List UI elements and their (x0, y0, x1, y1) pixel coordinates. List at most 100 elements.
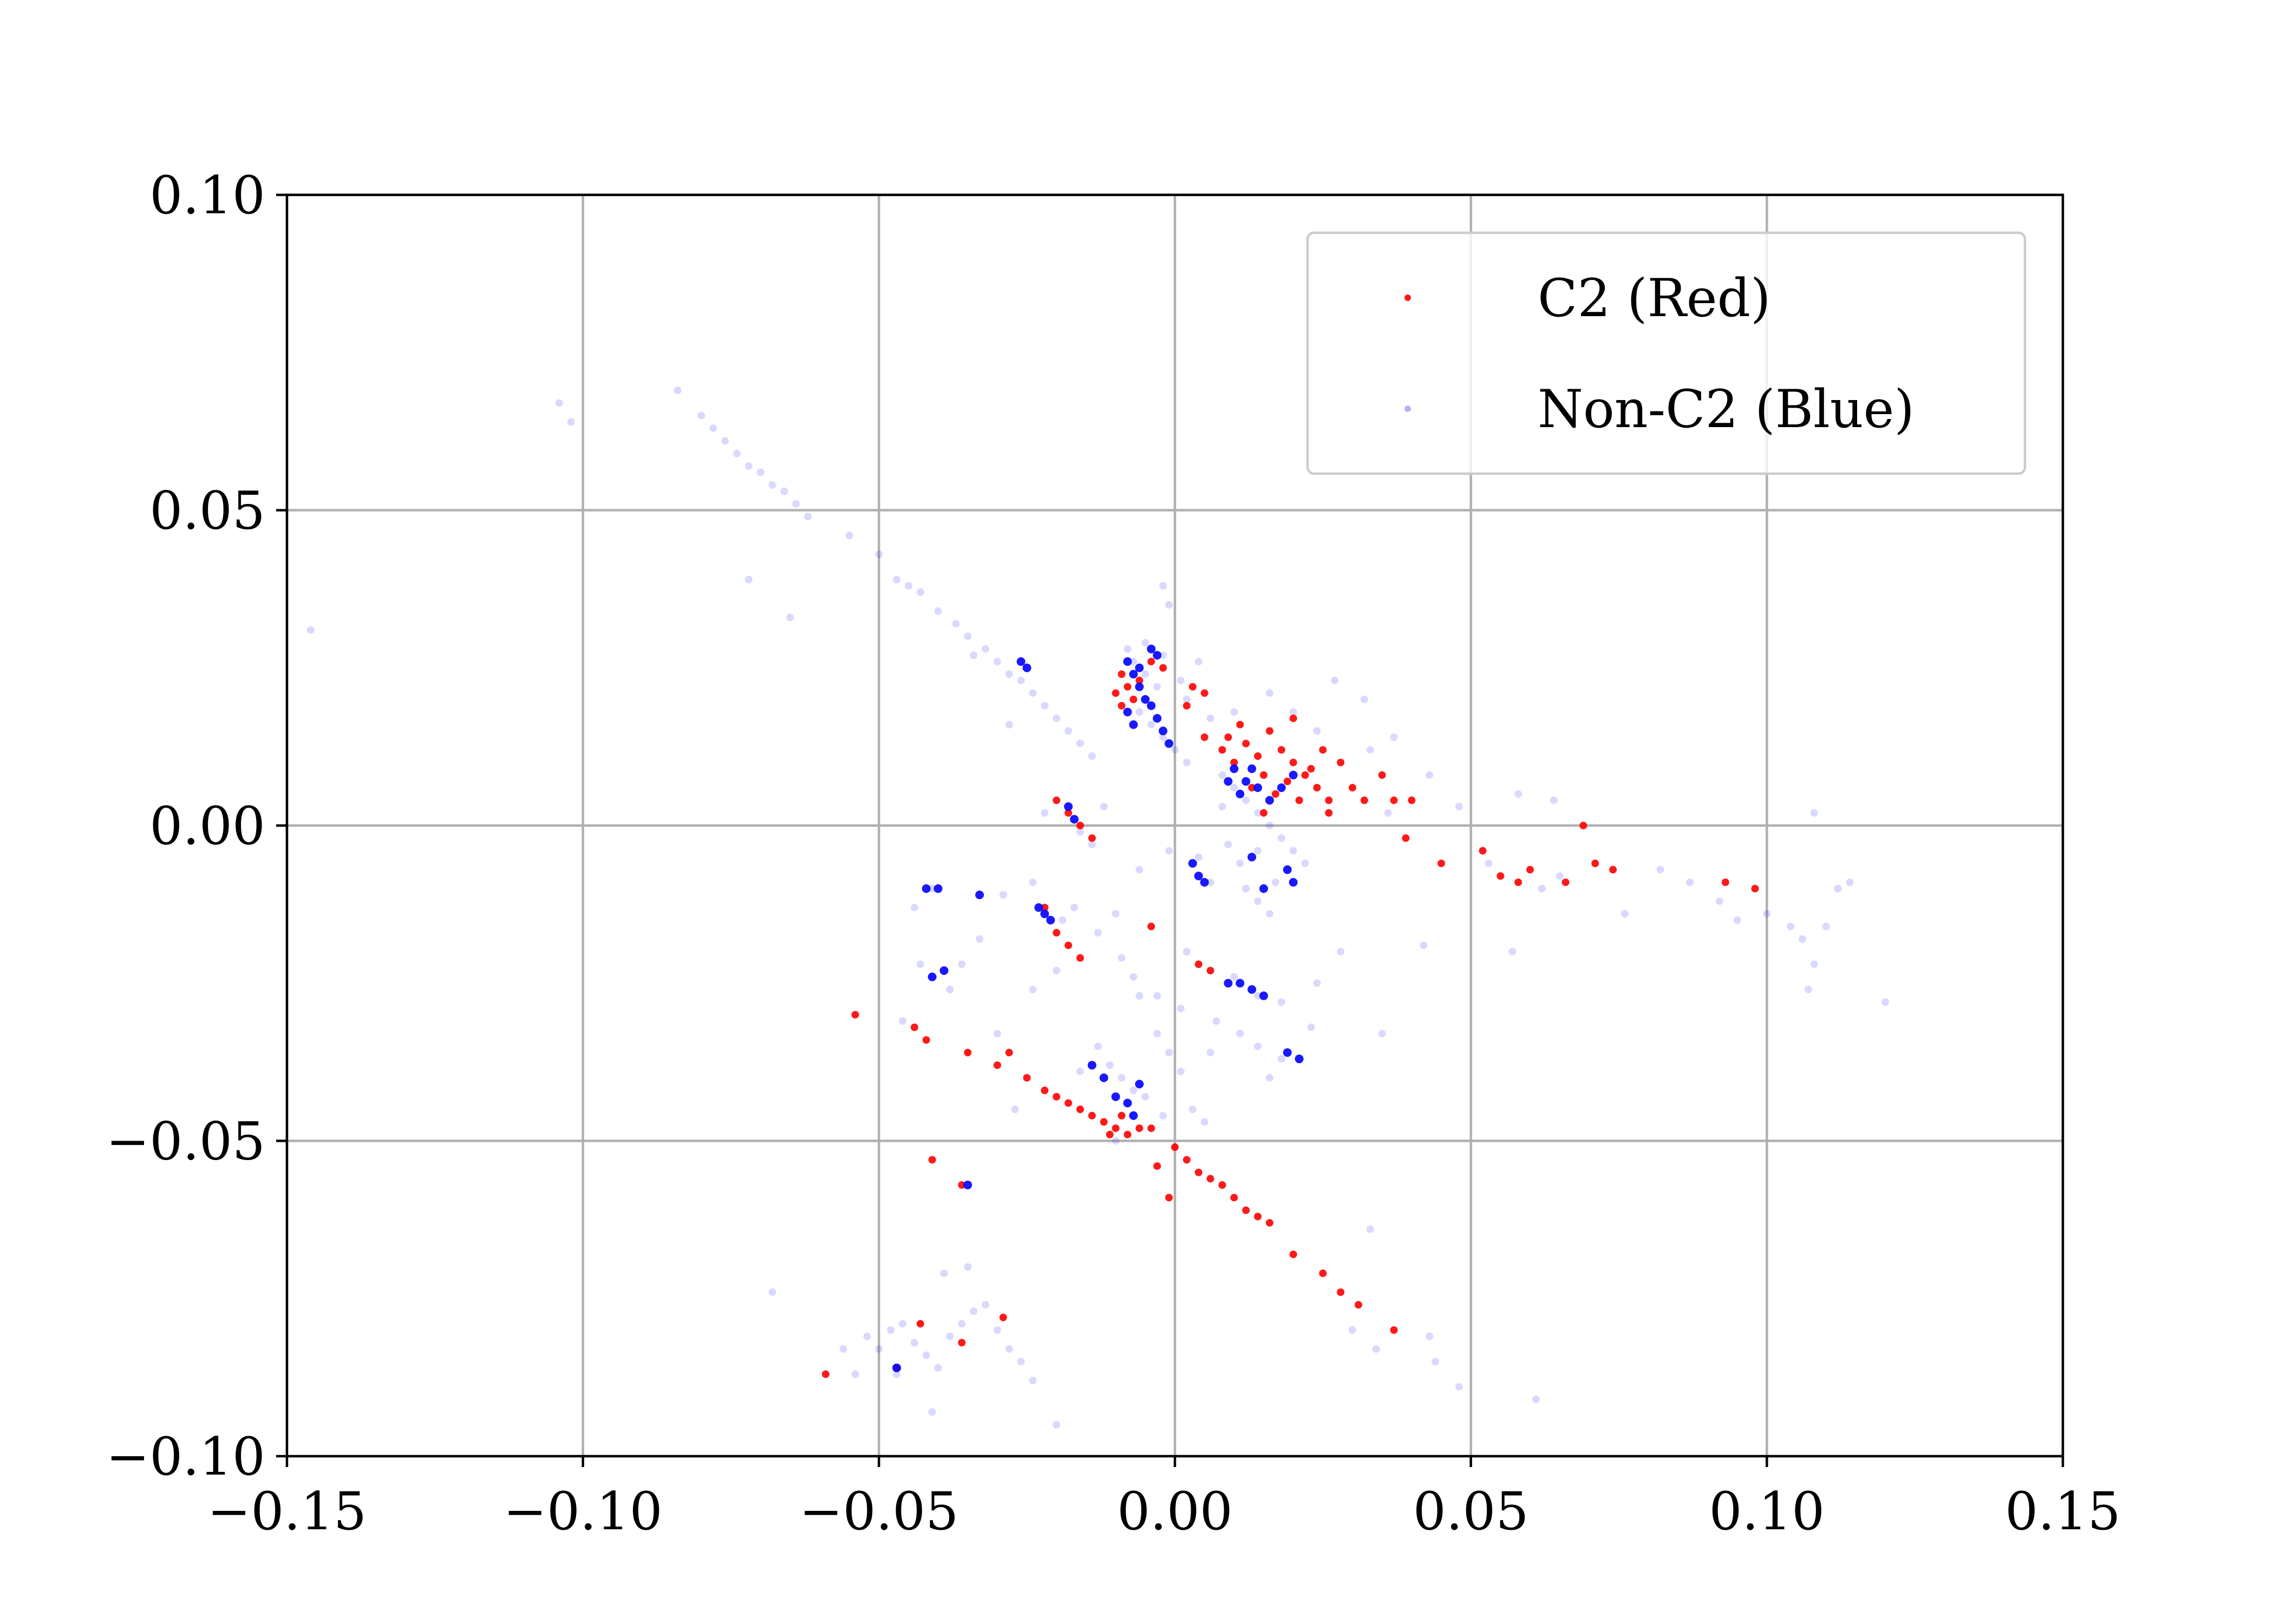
non-c2-point (1349, 1326, 1356, 1334)
non-c2-point (1253, 783, 1263, 793)
non-c2-point (975, 890, 984, 900)
non-c2-point (922, 884, 931, 893)
non-c2-point (1177, 1004, 1185, 1012)
non-c2-point (1141, 695, 1150, 704)
non-c2-point (982, 645, 990, 653)
non-c2-point (1283, 1048, 1292, 1057)
non-c2-point (1182, 758, 1191, 767)
non-c2-point (1188, 1105, 1197, 1114)
c2-point (1325, 809, 1333, 817)
non-c2-point (1053, 1420, 1061, 1429)
non-c2-point (1106, 1061, 1114, 1069)
non-c2-point (940, 1269, 948, 1278)
non-c2-point (1384, 809, 1392, 817)
y-tick-label: 0.05 (149, 481, 265, 541)
non-c2-point (934, 1364, 942, 1372)
non-c2-point (958, 960, 966, 968)
c2-point (1349, 784, 1356, 792)
c2-point (1053, 929, 1061, 937)
non-c2-point (1686, 878, 1694, 886)
non-c2-point (756, 468, 764, 476)
non-c2-point (1070, 903, 1079, 912)
c2-point (1337, 758, 1345, 767)
c2-point (1319, 746, 1327, 754)
non-c2-point (1064, 727, 1073, 735)
non-c2-point (1022, 663, 1031, 672)
non-c2-point (1241, 777, 1251, 786)
c2-point (958, 1181, 966, 1189)
c2-point (1283, 777, 1291, 785)
c2-point (1112, 1124, 1120, 1132)
non-c2-point (1070, 815, 1079, 824)
non-c2-point (934, 607, 942, 615)
c2-point (1188, 683, 1197, 691)
non-c2-point (1135, 992, 1143, 1000)
non-c2-point (1259, 884, 1268, 893)
legend-box (1306, 231, 2027, 475)
non-c2-point (1271, 878, 1279, 886)
non-c2-point (899, 1320, 907, 1328)
non-c2-point (1005, 670, 1013, 678)
non-c2-point (994, 658, 1001, 666)
c2-point (1319, 1269, 1327, 1278)
non-c2-point (1171, 746, 1179, 754)
non-c2-point (1182, 948, 1191, 955)
non-c2-point (1153, 651, 1162, 660)
c2-point (1118, 702, 1126, 710)
non-c2-point (1426, 771, 1434, 779)
non-c2-point (1289, 770, 1298, 780)
non-c2-point (1265, 796, 1274, 805)
non-c2-point (1111, 1092, 1120, 1101)
non-c2-point (744, 575, 753, 584)
c2-point (1265, 1219, 1273, 1227)
c2-point (1260, 809, 1267, 817)
x-tick-label: −0.05 (799, 1481, 958, 1542)
c2-point (1053, 1092, 1061, 1101)
c2-point (1064, 941, 1073, 949)
x-tick-label: 0.15 (2005, 1481, 2121, 1542)
non-c2-point (1041, 809, 1049, 817)
non-c2-point (839, 1345, 847, 1353)
non-c2-point (768, 1288, 776, 1296)
c2-point (1301, 771, 1309, 779)
non-c2-point (892, 1363, 901, 1372)
non-c2-point (804, 513, 812, 521)
non-c2-point (928, 885, 936, 893)
non-c2-point (1212, 1017, 1220, 1025)
non-c2-point (875, 551, 883, 559)
non-c2-point (1822, 922, 1830, 931)
non-c2-point (1556, 872, 1564, 880)
non-c2-point (1041, 702, 1049, 710)
c2-point (1129, 696, 1138, 703)
non-c2-point (1005, 721, 1013, 729)
non-c2-point (1277, 1055, 1285, 1063)
non-c2-point (964, 1263, 972, 1271)
non-c2-point (1165, 739, 1174, 748)
non-c2-point (899, 1017, 907, 1025)
non-c2-point (910, 1339, 918, 1347)
c2-point (1182, 1156, 1191, 1164)
non-c2-point (893, 575, 901, 584)
non-c2-point (887, 1326, 895, 1334)
non-c2-point (1881, 998, 1889, 1006)
non-c2-point (1550, 796, 1558, 804)
non-c2-point (1259, 991, 1268, 1000)
non-c2-point (927, 972, 937, 981)
c2-point (1100, 1118, 1108, 1126)
non-c2-point (1254, 1042, 1262, 1050)
non-c2-point (1200, 1118, 1208, 1126)
non-c2-point (1165, 1049, 1173, 1057)
c2-point (1076, 954, 1084, 962)
non-c2-point (1194, 658, 1203, 666)
non-c2-point (1034, 903, 1043, 912)
non-c2-point (1218, 803, 1226, 811)
c2-point (1277, 746, 1285, 754)
non-c2-point (1247, 853, 1257, 862)
non-c2-point (1123, 657, 1132, 666)
non-c2-point (567, 418, 575, 426)
non-c2-point (1289, 708, 1297, 716)
c2-point (1064, 809, 1073, 817)
non-c2-point (780, 487, 788, 495)
non-c2-point (1236, 789, 1245, 798)
non-c2-point (1141, 1092, 1149, 1101)
